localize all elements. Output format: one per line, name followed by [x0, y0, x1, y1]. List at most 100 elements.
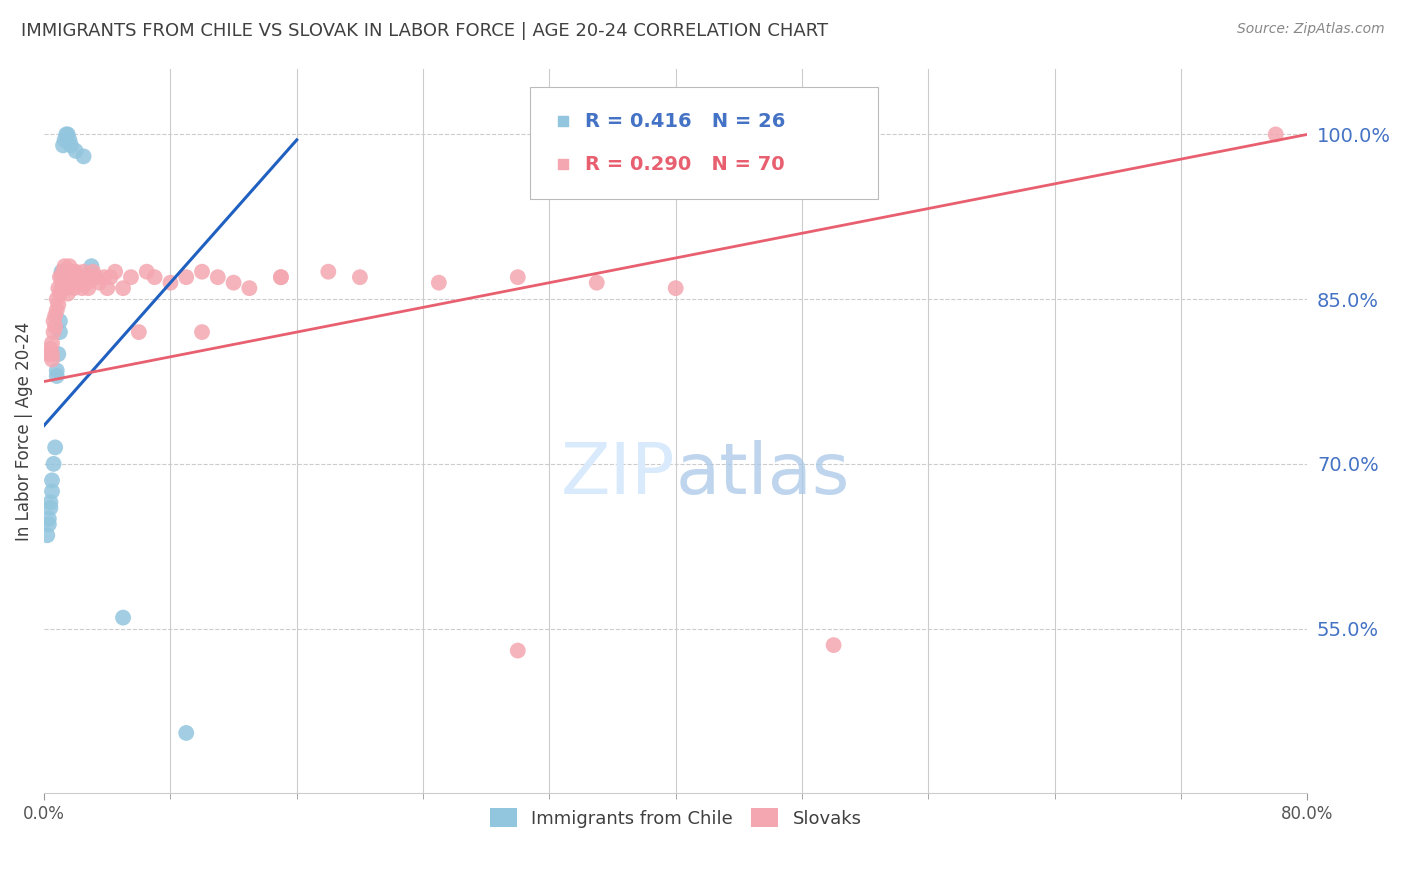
Point	[1264, 128, 1286, 142]
Point	[72, 265, 94, 279]
Point	[62, 265, 84, 279]
Point	[42, 457, 65, 471]
Point	[585, 276, 607, 290]
Legend: Immigrants from Chile, Slovaks: Immigrants from Chile, Slovaks	[482, 801, 869, 835]
Point	[45, 369, 67, 384]
Point	[120, 270, 142, 285]
Text: R = 0.290   N = 70: R = 0.290 N = 70	[585, 155, 785, 174]
Text: IMMIGRANTS FROM CHILE VS SLOVAK IN LABOR FORCE | AGE 20-24 CORRELATION CHART: IMMIGRANTS FROM CHILE VS SLOVAK IN LABOR…	[21, 22, 828, 40]
Point	[41, 352, 63, 367]
Point	[82, 265, 104, 279]
Point	[51, 265, 73, 279]
Point	[56, 276, 79, 290]
Point	[41, 474, 63, 488]
Point	[41, 484, 63, 499]
Point	[55, 270, 77, 285]
Point	[39, 342, 62, 356]
Point	[349, 270, 371, 285]
Point	[77, 281, 100, 295]
Point	[135, 265, 157, 279]
Point	[318, 265, 340, 279]
Point	[823, 638, 845, 652]
Point	[41, 347, 63, 361]
Point	[70, 281, 93, 295]
Point	[53, 259, 76, 273]
Point	[104, 265, 127, 279]
Y-axis label: In Labor Force | Age 20-24: In Labor Force | Age 20-24	[15, 321, 32, 541]
Point	[39, 495, 62, 509]
Point	[49, 286, 72, 301]
Point	[67, 276, 90, 290]
Point	[96, 281, 118, 295]
Point	[65, 144, 87, 158]
Point	[270, 270, 292, 285]
Point	[427, 276, 450, 290]
Point	[52, 276, 75, 290]
Point	[207, 270, 229, 285]
Point	[39, 500, 62, 515]
Point	[42, 325, 65, 339]
Point	[37, 528, 59, 542]
Point	[46, 347, 69, 361]
Point	[41, 336, 63, 351]
Point	[100, 270, 122, 285]
Point	[128, 325, 150, 339]
Point	[174, 270, 197, 285]
Text: Source: ZipAtlas.com: Source: ZipAtlas.com	[1237, 22, 1385, 37]
Point	[93, 270, 115, 285]
Point	[55, 281, 77, 295]
Point	[38, 347, 60, 361]
Point	[80, 259, 103, 273]
Point	[52, 138, 75, 153]
Point	[58, 133, 80, 147]
Point	[506, 643, 529, 657]
Point	[59, 138, 82, 153]
Point	[38, 512, 60, 526]
Point	[112, 281, 135, 295]
Point	[45, 292, 67, 306]
Point	[42, 314, 65, 328]
Point	[89, 276, 111, 290]
Point	[80, 270, 103, 285]
Point	[222, 276, 245, 290]
Point	[49, 314, 72, 328]
Point	[45, 363, 67, 377]
Point	[69, 270, 91, 285]
Point	[49, 270, 72, 285]
Point	[58, 259, 80, 273]
Point	[66, 270, 89, 285]
Point	[38, 517, 60, 532]
Point	[174, 726, 197, 740]
Point	[51, 270, 73, 285]
Point	[75, 270, 97, 285]
Point	[143, 270, 166, 285]
Point	[59, 270, 82, 285]
Point	[45, 303, 67, 318]
Point	[58, 270, 80, 285]
Point	[56, 128, 79, 142]
Point	[65, 265, 87, 279]
Point	[49, 325, 72, 339]
Point	[238, 281, 260, 295]
FancyBboxPatch shape	[530, 87, 877, 199]
Point	[159, 276, 181, 290]
Point	[63, 281, 86, 295]
Point	[56, 286, 79, 301]
Point	[52, 265, 75, 279]
Point	[84, 270, 107, 285]
Point	[270, 270, 292, 285]
Point	[44, 309, 66, 323]
Text: ZIP: ZIP	[561, 440, 676, 509]
Point	[112, 610, 135, 624]
Point	[76, 276, 98, 290]
Point	[665, 281, 688, 295]
Point	[44, 441, 66, 455]
Point	[46, 298, 69, 312]
Point	[506, 270, 529, 285]
Point	[46, 281, 69, 295]
Point	[72, 149, 94, 163]
Point	[55, 128, 77, 142]
Text: R = 0.416   N = 26: R = 0.416 N = 26	[585, 112, 785, 131]
Point	[191, 325, 214, 339]
Point	[51, 281, 73, 295]
